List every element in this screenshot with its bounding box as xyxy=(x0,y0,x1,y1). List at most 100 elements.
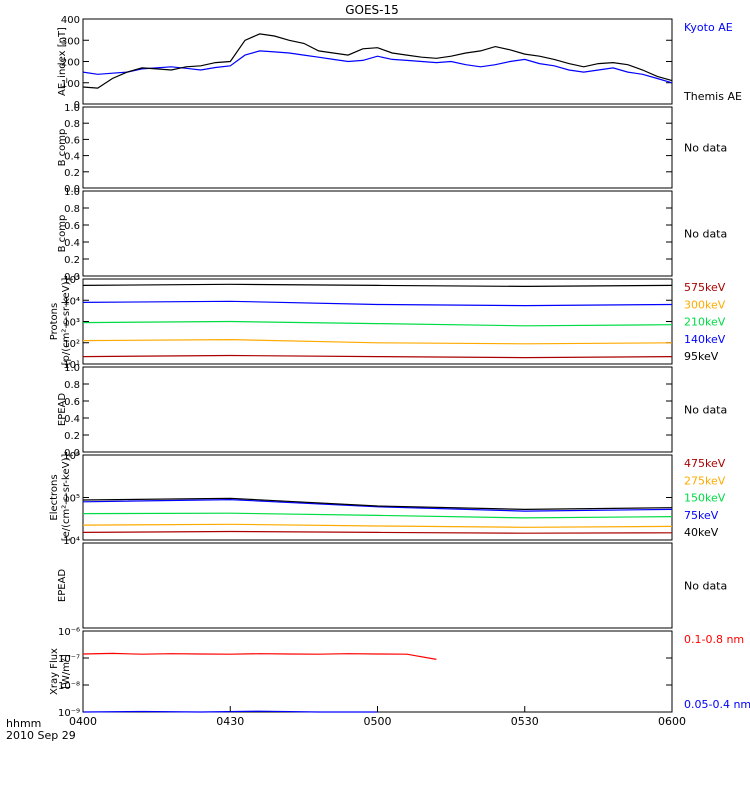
y-tick-label: 10¹ xyxy=(63,360,80,371)
legend-entry: 210keV xyxy=(684,316,726,329)
panel-xray: 10⁻⁹ 10⁻⁸ 10⁻⁷ 10⁻⁶ Xray Flux [W/m²] 0.1-0.8 n… xyxy=(49,627,750,719)
no-data-note: No data xyxy=(684,580,727,593)
series-line-Themis-AE xyxy=(82,33,673,89)
panel-bcomp1: 0.0 0.2 0.4 0.6 0.8 1.0 B comp No data xyxy=(57,103,727,195)
legend-entry: 40keV xyxy=(684,526,719,539)
y-tick-label: 0.0 xyxy=(64,272,80,283)
panel-frame xyxy=(82,542,673,629)
y-tick-label: 10⁻⁶ xyxy=(58,627,80,638)
legend-entry: 475keV xyxy=(684,457,726,470)
panel-frame xyxy=(82,366,673,453)
y-tick-label: 10⁶ xyxy=(63,451,80,462)
y-tick-label: 0.6 xyxy=(64,397,80,408)
y-tick-label: 10⁴ xyxy=(63,296,80,307)
x-tick-label: 0530 xyxy=(511,715,539,728)
date-label: 2010 Sep 29 xyxy=(6,729,76,742)
y-tick-label: 0.0 xyxy=(64,448,80,459)
y-tick-label: 0.2 xyxy=(64,255,80,266)
y-axis-label: Xray Flux xyxy=(49,648,60,695)
legend-entry: 140keV xyxy=(684,333,726,346)
y-tick-label: 10⁻⁸ xyxy=(58,681,80,692)
panel-bcomp2: 0.0 0.2 0.4 0.6 0.8 1.0 B comp No data xyxy=(57,187,727,283)
legend-entry: 575keV xyxy=(684,281,726,294)
y-tick-label: 0.2 xyxy=(64,168,80,179)
series-line-0-1-0-8-nm xyxy=(82,652,437,660)
y-tick-label: 1.0 xyxy=(64,187,80,198)
y-axis-label: AE_index [nT] xyxy=(57,27,68,96)
series-line-275keV xyxy=(82,523,673,528)
y-tick-label: 0.8 xyxy=(64,119,80,130)
y-tick-label: 0.2 xyxy=(64,431,80,442)
x-tick-label: 0600 xyxy=(658,715,686,728)
y-tick-label: 0.6 xyxy=(64,135,80,146)
y-tick-label: 10³ xyxy=(63,318,80,329)
panel-frame xyxy=(82,190,673,277)
y-axis-label: B comp xyxy=(57,129,68,167)
legend-entry: 75keV xyxy=(684,509,719,522)
legend-entry: Themis AE xyxy=(683,90,742,103)
panel-epead1: 0.0 0.2 0.4 0.6 0.8 1.0 EPEAD No data xyxy=(57,363,727,459)
y-axis-units: [W/m²] xyxy=(61,654,72,689)
panel-electrons: 10⁴ 10⁵ 10⁶ Electrons [e/(cm²-s-sr-keV)] 475k… xyxy=(49,451,726,547)
y-tick-label: 10⁻⁷ xyxy=(58,654,80,665)
y-tick-label: 1.0 xyxy=(64,103,80,114)
y-tick-label: 0.8 xyxy=(64,204,80,215)
y-axis-label: Electrons xyxy=(49,474,60,520)
y-tick-label: 0 xyxy=(74,100,80,111)
no-data-note: No data xyxy=(684,142,727,155)
no-data-note: No data xyxy=(684,404,727,417)
series-line-40keV xyxy=(82,497,673,511)
y-axis-units: [e/(cm²-s-sr-keV)] xyxy=(61,454,72,542)
y-tick-label: 10² xyxy=(63,339,80,350)
series-line-150keV xyxy=(82,512,673,519)
y-axis-label: Protons xyxy=(49,303,60,340)
panel-frame xyxy=(82,18,673,105)
x-tick-label: 0500 xyxy=(364,715,392,728)
legend-entry: Kyoto AE xyxy=(684,21,733,34)
legend-entry: 95keV xyxy=(684,350,719,363)
y-tick-label: 200 xyxy=(61,58,80,69)
legend-entry: 150keV xyxy=(684,492,726,505)
x-axis: 0400 0430 0500 0530 0600 xyxy=(69,706,686,728)
series-line-75keV xyxy=(82,498,673,512)
series-line-140keV xyxy=(82,300,673,307)
y-tick-label: 0.6 xyxy=(64,221,80,232)
series-line-475keV xyxy=(82,530,673,534)
y-tick-label: 10⁵ xyxy=(63,275,80,286)
y-axis-label: EPEAD xyxy=(57,393,68,427)
chart-title: GOES-15 xyxy=(345,3,399,17)
legend-entry: 275keV xyxy=(684,474,726,487)
y-tick-label: 300 xyxy=(61,36,80,47)
y-tick-label: 100 xyxy=(61,79,80,90)
panel-frame xyxy=(82,106,673,189)
y-axis-label: EPEAD xyxy=(57,569,68,603)
panel-frame xyxy=(82,630,673,713)
x-tick-label: 0400 xyxy=(69,715,97,728)
y-tick-label: 0.8 xyxy=(64,380,80,391)
y-axis-label: B comp xyxy=(57,215,68,253)
y-tick-label: 10⁵ xyxy=(63,494,80,505)
legend-entry: 0.05-0.4 nm xyxy=(684,698,750,711)
legend-entry: 0.1-0.8 nm xyxy=(684,633,744,646)
y-tick-label: 10⁴ xyxy=(63,536,80,547)
y-tick-label: 0.0 xyxy=(64,184,80,195)
series-line-210keV xyxy=(82,320,673,327)
y-tick-label: 0.4 xyxy=(64,152,80,163)
y-tick-label: 400 xyxy=(61,15,80,26)
panel-epead2: EPEAD No data xyxy=(57,542,727,629)
legend-entry: 300keV xyxy=(684,298,726,311)
time-unit-label: hhmm xyxy=(6,717,41,730)
y-axis-units: [p/(cm²-s-sr-keV)] xyxy=(61,278,72,366)
y-tick-label: 1.0 xyxy=(64,363,80,374)
series-line-95keV xyxy=(82,283,673,288)
y-tick-label: 10⁻⁹ xyxy=(58,708,80,719)
x-tick-label: 0430 xyxy=(216,715,244,728)
y-tick-label: 0.4 xyxy=(64,238,80,249)
panel-protons: 10¹ 10² 10³ 10⁴ 10⁵ Protons [p/(cm²-s-sr-keV)]… xyxy=(49,275,726,371)
no-data-note: No data xyxy=(684,228,727,241)
series-line-300keV xyxy=(82,338,673,345)
series-line-575keV xyxy=(82,354,673,359)
